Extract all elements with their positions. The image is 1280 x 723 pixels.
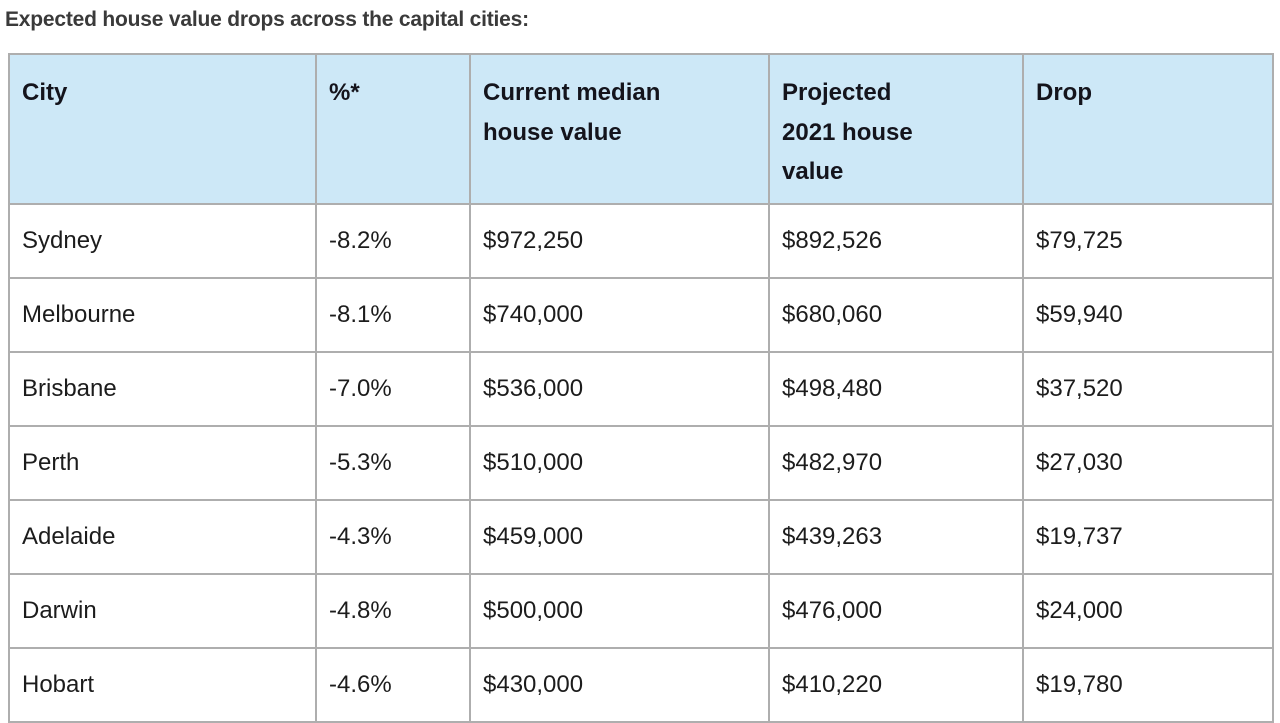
cell-drop: $19,737 [1022, 499, 1274, 575]
cell-percent: -8.1% [315, 277, 471, 353]
cell-drop: $37,520 [1022, 351, 1274, 427]
cell-projected-2021: $439,263 [768, 499, 1024, 575]
cell-projected-2021: $680,060 [768, 277, 1024, 353]
column-header-percent: %* [315, 53, 471, 205]
table-row-perth: Perth -5.3% $510,000 $482,970 $27,030 [8, 425, 1274, 501]
table-row-melbourne: Melbourne -8.1% $740,000 $680,060 $59,94… [8, 277, 1274, 353]
cell-percent: -4.6% [315, 647, 471, 723]
cell-drop: $24,000 [1022, 573, 1274, 649]
table-row-sydney: Sydney -8.2% $972,250 $892,526 $79,725 [8, 203, 1274, 279]
cell-drop: $19,780 [1022, 647, 1274, 723]
table-row-adelaide: Adelaide -4.3% $459,000 $439,263 $19,737 [8, 499, 1274, 575]
house-value-table: City %* Current median house value Proje… [8, 53, 1274, 723]
cell-projected-2021: $476,000 [768, 573, 1024, 649]
cell-projected-2021: $892,526 [768, 203, 1024, 279]
cell-city: Darwin [8, 573, 317, 649]
cell-current-median: $459,000 [469, 499, 770, 575]
column-header-drop: Drop [1022, 53, 1274, 205]
cell-city: Brisbane [8, 351, 317, 427]
cell-current-median: $510,000 [469, 425, 770, 501]
cell-city: Melbourne [8, 277, 317, 353]
cell-percent: -7.0% [315, 351, 471, 427]
cell-projected-2021: $410,220 [768, 647, 1024, 723]
table-row-brisbane: Brisbane -7.0% $536,000 $498,480 $37,520 [8, 351, 1274, 427]
cell-drop: $27,030 [1022, 425, 1274, 501]
cell-current-median: $430,000 [469, 647, 770, 723]
cell-drop: $79,725 [1022, 203, 1274, 279]
cell-percent: -5.3% [315, 425, 471, 501]
cell-percent: -4.8% [315, 573, 471, 649]
cell-current-median: $536,000 [469, 351, 770, 427]
table-row-darwin: Darwin -4.8% $500,000 $476,000 $24,000 [8, 573, 1274, 649]
table-row-hobart: Hobart -4.6% $430,000 $410,220 $19,780 [8, 647, 1274, 723]
column-header-city: City [8, 53, 317, 205]
table-header-row: City %* Current median house value Proje… [8, 53, 1274, 205]
cell-city: Sydney [8, 203, 317, 279]
cell-city: Adelaide [8, 499, 317, 575]
column-header-projected-2021: Projected 2021 house value [768, 53, 1024, 205]
cell-current-median: $740,000 [469, 277, 770, 353]
cell-city: Perth [8, 425, 317, 501]
cell-projected-2021: $482,970 [768, 425, 1024, 501]
cell-current-median: $972,250 [469, 203, 770, 279]
cell-projected-2021: $498,480 [768, 351, 1024, 427]
cell-current-median: $500,000 [469, 573, 770, 649]
cell-percent: -4.3% [315, 499, 471, 575]
cell-percent: -8.2% [315, 203, 471, 279]
cell-drop: $59,940 [1022, 277, 1274, 353]
cell-city: Hobart [8, 647, 317, 723]
page-title: Expected house value drops across the ca… [5, 8, 529, 31]
column-header-current-median: Current median house value [469, 53, 770, 205]
